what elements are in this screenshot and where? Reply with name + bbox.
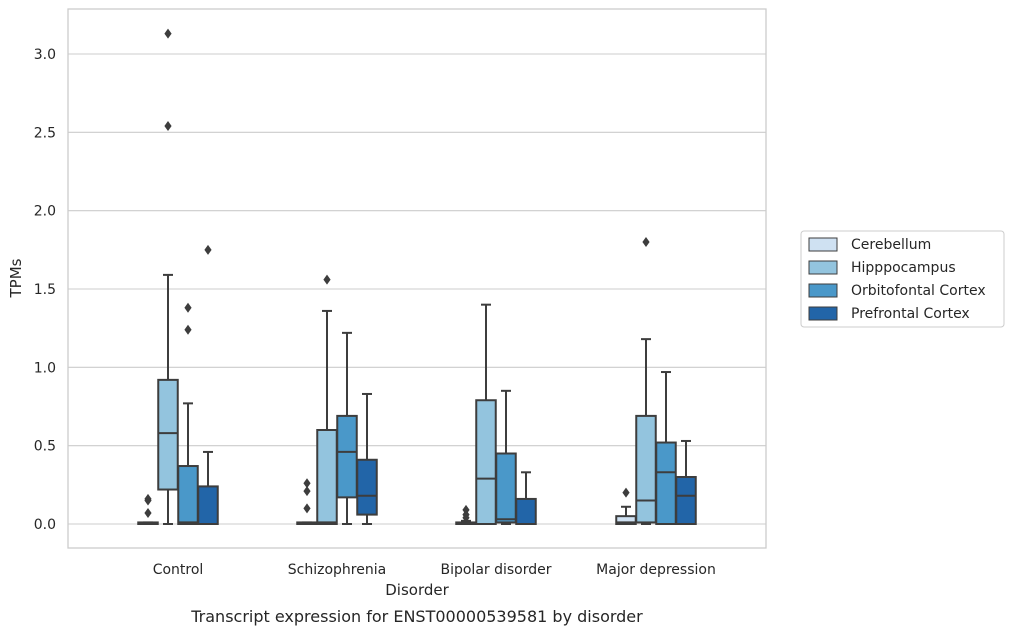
x-tick-label: Control bbox=[153, 562, 204, 578]
outlier-point bbox=[204, 244, 212, 255]
box bbox=[356, 458, 378, 516]
box bbox=[336, 414, 358, 499]
legend-label: Cerebellum bbox=[851, 237, 931, 253]
box-group bbox=[455, 504, 477, 525]
chart-caption: Transcript expression for ENST0000053958… bbox=[190, 607, 643, 626]
outlier-point bbox=[303, 486, 311, 497]
outlier-point bbox=[164, 28, 172, 39]
outlier-point bbox=[184, 324, 192, 335]
outlier-point bbox=[462, 504, 470, 515]
box bbox=[475, 399, 497, 526]
x-tick-label: Bipolar disorder bbox=[440, 562, 551, 578]
x-tick-label: Schizophrenia bbox=[288, 562, 386, 578]
outlier-point bbox=[323, 274, 331, 285]
x-tick-labels: Control Schizophrenia Bipolar disorder Majo… bbox=[153, 562, 716, 578]
outlier-point bbox=[184, 302, 192, 313]
legend-frame bbox=[800, 230, 1005, 328]
outlier-point bbox=[144, 508, 152, 519]
outlier-point bbox=[642, 236, 650, 247]
box bbox=[177, 465, 199, 526]
box-group bbox=[356, 392, 378, 525]
box bbox=[655, 441, 677, 525]
x-axis-label: Disorder bbox=[385, 581, 449, 599]
box bbox=[635, 414, 657, 524]
outlier-point bbox=[303, 503, 311, 514]
y-tick-label: 2.5 bbox=[34, 125, 56, 141]
box bbox=[495, 452, 517, 524]
outlier-point bbox=[622, 487, 630, 498]
box-group bbox=[655, 371, 677, 525]
legend-label: Orbitofontal Cortex bbox=[851, 283, 986, 299]
y-axis-label: TPMs bbox=[7, 258, 25, 298]
legend: Cerebellum Hipppocampus Orbitofontal Corte… bbox=[800, 230, 1005, 328]
y-tick-label: 0.0 bbox=[34, 517, 56, 533]
box bbox=[675, 475, 697, 525]
plot-frame bbox=[67, 8, 767, 549]
x-tick-label: Major depression bbox=[596, 562, 716, 578]
box-group bbox=[177, 302, 199, 526]
y-tick-label: 1.5 bbox=[34, 282, 56, 298]
y-tick-label: 0.5 bbox=[34, 439, 56, 455]
box bbox=[157, 378, 179, 491]
box bbox=[197, 485, 219, 525]
box-group bbox=[675, 439, 697, 525]
box-group bbox=[197, 244, 219, 525]
boxes bbox=[137, 28, 697, 526]
legend-swatch bbox=[808, 306, 838, 321]
outlier-point bbox=[164, 121, 172, 132]
y-tick-label: 3.0 bbox=[34, 47, 56, 63]
box-group bbox=[615, 487, 637, 526]
legend-swatch bbox=[808, 283, 838, 298]
box-group bbox=[515, 471, 537, 525]
box bbox=[316, 428, 338, 525]
box-group bbox=[336, 331, 358, 525]
legend-label: Hipppocampus bbox=[851, 260, 956, 276]
box-group bbox=[137, 493, 159, 525]
outlier-point bbox=[303, 478, 311, 489]
y-tick-label: 1.0 bbox=[34, 360, 56, 376]
outlier-point bbox=[144, 493, 152, 504]
legend-label: Prefrontal Cortex bbox=[851, 306, 970, 322]
y-tick-labels: 0.0 0.5 1.0 1.5 2.0 2.5 3.0 bbox=[34, 47, 56, 533]
legend-swatch bbox=[808, 260, 838, 275]
y-tick-label: 2.0 bbox=[34, 204, 56, 220]
box-group bbox=[495, 389, 517, 525]
box bbox=[515, 497, 537, 525]
legend-swatch bbox=[808, 237, 838, 252]
box-group bbox=[157, 28, 179, 525]
box-group bbox=[635, 236, 657, 525]
box-group bbox=[296, 478, 318, 525]
